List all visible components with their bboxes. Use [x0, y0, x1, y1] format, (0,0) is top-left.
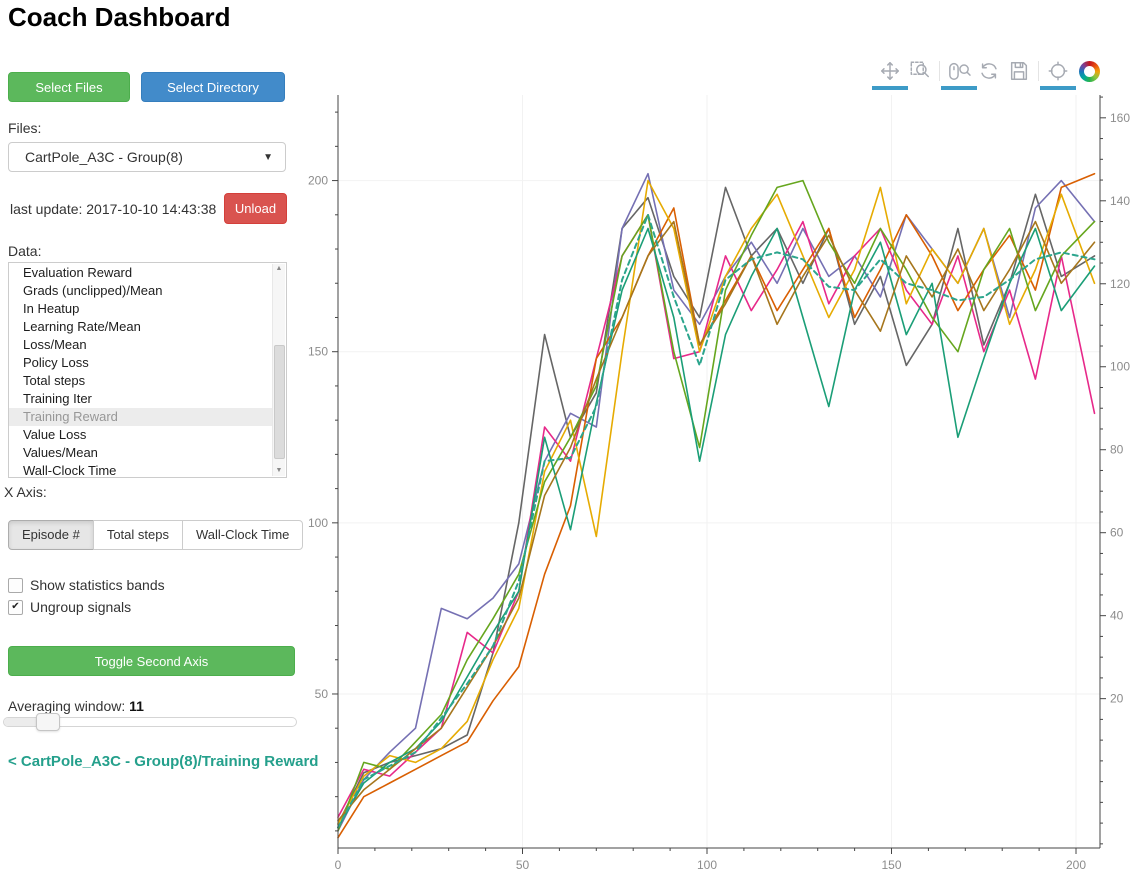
data-list-item-loss-mean[interactable]: Loss/Mean — [23, 337, 87, 352]
listbox-scrollbar[interactable]: ▲ ▼ — [272, 264, 285, 476]
unload-button[interactable]: Unload — [224, 193, 287, 224]
svg-text:100: 100 — [1110, 360, 1130, 374]
svg-text:200: 200 — [1066, 858, 1086, 872]
series-worker_5 — [337, 179, 1096, 832]
svg-text:20: 20 — [1110, 692, 1124, 706]
svg-text:100: 100 — [697, 858, 717, 872]
data-list-item-policy-loss[interactable]: Policy Loss — [23, 355, 89, 370]
series-worker_1 — [337, 172, 1096, 832]
series-mean — [337, 213, 1096, 829]
checkbox-ungroup-signals[interactable]: ✔ — [8, 599, 23, 615]
slider-handle[interactable] — [36, 713, 61, 731]
box-zoom-tool-icon[interactable] — [905, 59, 935, 83]
pan-tool-icon[interactable] — [872, 59, 908, 90]
svg-text:40: 40 — [1110, 609, 1124, 623]
plot-toolbar — [872, 58, 1100, 90]
checkbox-row-ungroup-signals: ✔ Ungroup signals — [8, 599, 131, 615]
data-label: Data: — [8, 243, 42, 259]
toolbar-separator — [1038, 61, 1039, 81]
data-list-item-total-steps[interactable]: Total steps — [23, 373, 86, 388]
series-worker_4 — [337, 179, 1096, 825]
svg-text:150: 150 — [881, 858, 901, 872]
svg-text:140: 140 — [1110, 194, 1130, 208]
checkbox-row-show-statistics-bands: Show statistics bands — [8, 577, 165, 593]
bokeh-logo-icon[interactable] — [1079, 60, 1100, 82]
averaging-window-label: Averaging window: 11 — [8, 698, 144, 714]
checkbox-label: Show statistics bands — [30, 577, 165, 593]
data-list-item-grads-unclipped-mean[interactable]: Grads (unclipped)/Mean — [23, 283, 163, 298]
x-axis-tab-episode[interactable]: Episode # — [8, 520, 94, 550]
dropdown-caret-icon: ▼ — [263, 151, 273, 163]
x-axis-label: X Axis: — [4, 484, 47, 500]
checkbox-label: Ungroup signals — [30, 599, 132, 615]
select-directory-button[interactable]: Select Directory — [141, 72, 285, 102]
x-axis-tab-group: Episode # Total steps Wall-Clock Time — [8, 520, 304, 550]
data-list-item-training-iter[interactable]: Training Iter — [23, 391, 92, 406]
files-label: Files: — [8, 120, 42, 136]
plot-panel: 50 100 150 200 20 40 60 80 100 120 140 160 0 50 100 150… — [300, 50, 1142, 881]
scrollbar-thumb[interactable] — [274, 345, 285, 459]
hover-tool-icon[interactable] — [1040, 59, 1076, 90]
averaging-window-slider[interactable] — [3, 713, 297, 731]
select-files-button[interactable]: Select Files — [8, 72, 130, 102]
data-listbox[interactable]: Evaluation Reward Grads (unclipped)/Mean I… — [8, 262, 287, 478]
last-update-text: last update: 2017-10-10 14:43:38 — [10, 201, 217, 217]
svg-text:120: 120 — [1110, 277, 1130, 291]
svg-text:60: 60 — [1110, 526, 1124, 540]
toggle-second-axis-button[interactable]: Toggle Second Axis — [8, 646, 295, 676]
averaging-window-value: 11 — [129, 698, 144, 714]
scroll-up-icon[interactable]: ▲ — [275, 265, 283, 272]
x-axis-tab-wall-clock-time[interactable]: Wall-Clock Time — [181, 520, 304, 550]
svg-text:50: 50 — [516, 858, 530, 872]
toolbar-separator — [939, 61, 940, 81]
reset-tool-icon[interactable] — [974, 59, 1004, 83]
save-tool-icon[interactable] — [1004, 59, 1034, 83]
svg-text:160: 160 — [1110, 111, 1130, 125]
svg-text:50: 50 — [315, 687, 329, 701]
svg-text:0: 0 — [335, 858, 342, 872]
data-list-item-value-loss[interactable]: Value Loss — [23, 427, 87, 442]
series-worker_2 — [337, 214, 1096, 819]
data-list-item-learning-rate-mean[interactable]: Learning Rate/Mean — [23, 319, 141, 334]
data-list-item-wall-clock-time[interactable]: Wall-Clock Time — [23, 463, 117, 478]
data-list-item-training-reward[interactable]: Training Reward — [9, 408, 273, 426]
slider-range — [4, 718, 40, 726]
page-title: Coach Dashboard — [8, 2, 231, 32]
files-dropdown-value: CartPole_A3C - Group(8) — [25, 149, 183, 165]
svg-text:100: 100 — [308, 516, 328, 530]
data-list-item-in-heatup[interactable]: In Heatup — [23, 301, 80, 316]
wheel-zoom-tool-icon[interactable] — [941, 59, 977, 90]
series-worker_0 — [337, 186, 1096, 825]
checkbox-show-statistics-bands[interactable] — [8, 577, 23, 593]
series-worker_6 — [337, 227, 1096, 829]
svg-text:200: 200 — [308, 174, 328, 188]
files-dropdown[interactable]: CartPole_A3C - Group(8) ▼ — [8, 142, 286, 172]
svg-text:80: 80 — [1110, 443, 1124, 457]
data-list-item-evaluation-reward[interactable]: Evaluation Reward — [23, 265, 133, 280]
scroll-down-icon[interactable]: ▼ — [275, 467, 283, 474]
data-list-item-values-mean[interactable]: Values/Mean — [23, 445, 98, 460]
signal-breadcrumb-link[interactable]: < CartPole_A3C - Group(8)/Training Rewar… — [8, 753, 319, 770]
plot-canvas[interactable]: 50 100 150 200 20 40 60 80 100 120 140 160 0 50 100 150… — [300, 50, 1142, 881]
x-axis-tab-total-steps[interactable]: Total steps — [92, 520, 183, 550]
svg-text:150: 150 — [308, 345, 328, 359]
